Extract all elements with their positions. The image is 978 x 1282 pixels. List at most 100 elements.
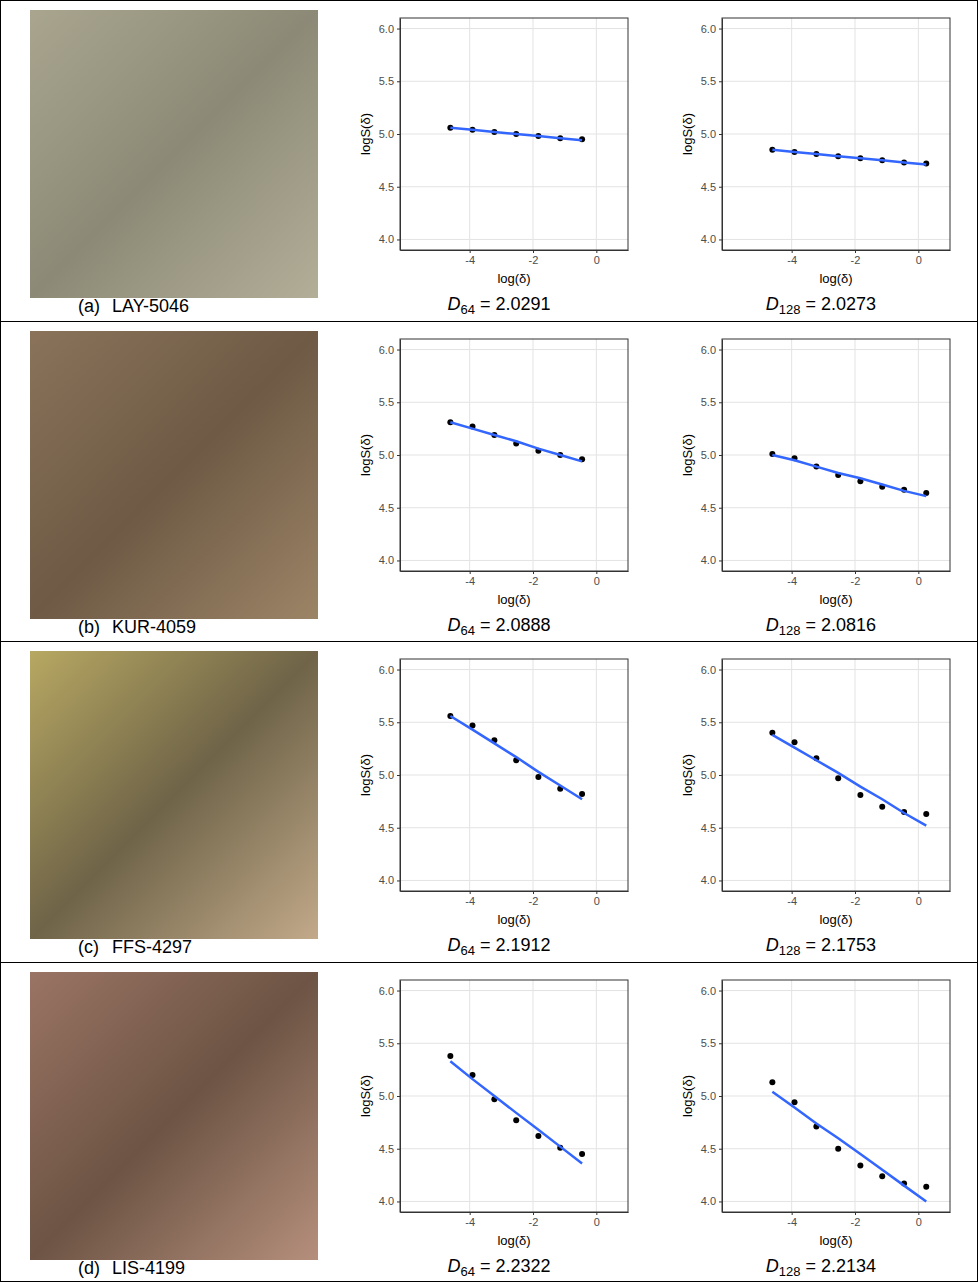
data-point bbox=[879, 1173, 885, 1179]
y-tick: 4.0 bbox=[379, 1195, 400, 1207]
y-tick-label: 5.0 bbox=[379, 769, 394, 781]
y-tick-mark bbox=[397, 29, 400, 30]
y-tick: 4.0 bbox=[701, 874, 722, 886]
y-tick: 6.0 bbox=[701, 985, 722, 997]
x-tick-label: 0 bbox=[594, 895, 600, 907]
y-tick-mark bbox=[397, 239, 400, 240]
dimension-symbol: D bbox=[766, 615, 779, 635]
y-tick: 4.0 bbox=[701, 554, 722, 566]
x-tick-mark bbox=[470, 891, 471, 894]
marks bbox=[447, 713, 585, 799]
plot: -4-204.04.55.05.56.0log(δ)logS(δ)D128= 2… bbox=[680, 659, 951, 958]
x-tick-label: 0 bbox=[916, 254, 922, 266]
data-point bbox=[513, 1117, 519, 1123]
dimension-label: D64= 2.2322 bbox=[447, 1256, 550, 1279]
grid bbox=[722, 339, 950, 571]
x-tick-mark bbox=[470, 1212, 471, 1215]
x-tick-mark bbox=[596, 571, 597, 574]
data-point bbox=[535, 774, 541, 780]
row-separator bbox=[0, 321, 978, 322]
x-tick: 0 bbox=[916, 571, 922, 587]
grid-line-y bbox=[400, 239, 628, 240]
x-tick-label: -4 bbox=[787, 575, 797, 587]
y-tick-mark bbox=[397, 81, 400, 82]
x-tick-mark bbox=[533, 1212, 534, 1215]
plot-border bbox=[400, 339, 628, 571]
grid-line-y bbox=[722, 1096, 950, 1097]
y-tick-mark bbox=[719, 187, 722, 188]
y-axis-line bbox=[722, 660, 723, 892]
y-tick-mark bbox=[397, 722, 400, 723]
marks bbox=[769, 730, 929, 826]
x-tick-label: -2 bbox=[851, 254, 861, 266]
y-tick-label: 5.0 bbox=[379, 128, 394, 140]
y-tick: 4.0 bbox=[379, 554, 400, 566]
x-tick-label: -2 bbox=[851, 895, 861, 907]
dimension-label: D64= 2.1912 bbox=[447, 935, 550, 958]
y-tick-mark bbox=[397, 1201, 400, 1202]
y-tick-label: 4.5 bbox=[379, 822, 394, 834]
x-tick-mark bbox=[792, 250, 793, 253]
y-axis-line bbox=[722, 19, 723, 251]
y-tick: 4.5 bbox=[379, 181, 400, 193]
grid-line-y bbox=[400, 507, 628, 508]
y-tick: 5.0 bbox=[379, 449, 400, 461]
y-tick: 4.0 bbox=[701, 233, 722, 245]
y-axis-title: logS(δ) bbox=[680, 113, 695, 155]
y-tick-mark bbox=[719, 239, 722, 240]
y-tick-mark bbox=[719, 508, 722, 509]
grid-line-y bbox=[722, 28, 950, 29]
y-tick: 5.0 bbox=[701, 128, 722, 140]
y-tick-mark bbox=[719, 1149, 722, 1150]
grid bbox=[400, 18, 628, 250]
x-tick-mark bbox=[855, 571, 856, 574]
fit-line bbox=[772, 1092, 926, 1202]
grid-line-y bbox=[400, 775, 628, 776]
x-tick-label: -2 bbox=[529, 254, 539, 266]
x-tick-label: -4 bbox=[465, 895, 475, 907]
grid-line-y bbox=[400, 1043, 628, 1044]
x-axis-title: log(δ) bbox=[819, 1233, 852, 1248]
plot-border bbox=[400, 659, 628, 891]
y-tick: 5.5 bbox=[379, 716, 400, 728]
dimension-value: = 2.2322 bbox=[480, 1256, 551, 1276]
x-tick-mark bbox=[855, 250, 856, 253]
grid-line-y bbox=[722, 1043, 950, 1044]
y-axis-title: logS(δ) bbox=[680, 1075, 695, 1117]
grid-line-y bbox=[400, 1148, 628, 1149]
y-tick-label: 4.0 bbox=[701, 1195, 716, 1207]
y-tick-mark bbox=[719, 455, 722, 456]
y-axis: 4.04.55.05.56.0 bbox=[701, 19, 723, 251]
x-tick: -4 bbox=[465, 250, 475, 266]
x-axis-title: log(δ) bbox=[497, 592, 530, 607]
y-axis-title: logS(δ) bbox=[358, 113, 373, 155]
x-axis-line bbox=[723, 1212, 951, 1213]
y-tick-mark bbox=[719, 775, 722, 776]
y-tick: 5.5 bbox=[701, 716, 722, 728]
x-tick-mark bbox=[596, 1212, 597, 1215]
y-tick-label: 4.0 bbox=[701, 554, 716, 566]
y-tick-mark bbox=[397, 1043, 400, 1044]
x-tick: -4 bbox=[465, 891, 475, 907]
grid bbox=[722, 18, 950, 250]
y-tick: 5.5 bbox=[379, 396, 400, 408]
y-tick-label: 5.5 bbox=[379, 396, 394, 408]
x-tick: -4 bbox=[787, 250, 797, 266]
x-tick-label: 0 bbox=[916, 575, 922, 587]
x-tick: 0 bbox=[916, 1212, 922, 1228]
x-tick-label: -2 bbox=[529, 1216, 539, 1228]
grid-line-y bbox=[400, 186, 628, 187]
grid-line-y bbox=[400, 28, 628, 29]
dimension-symbol: D bbox=[766, 1256, 779, 1276]
y-tick-mark bbox=[397, 134, 400, 135]
grid bbox=[400, 659, 628, 891]
fit-line bbox=[450, 422, 582, 461]
y-axis-title: logS(δ) bbox=[358, 434, 373, 476]
y-tick: 5.0 bbox=[379, 1090, 400, 1102]
x-axis-line bbox=[401, 891, 629, 892]
y-tick: 6.0 bbox=[701, 344, 722, 356]
y-tick-mark bbox=[397, 775, 400, 776]
y-axis: 4.04.55.05.56.0 bbox=[379, 660, 401, 892]
dimension-value: = 2.0291 bbox=[480, 294, 551, 314]
site-name: KUR-4059 bbox=[112, 617, 196, 637]
